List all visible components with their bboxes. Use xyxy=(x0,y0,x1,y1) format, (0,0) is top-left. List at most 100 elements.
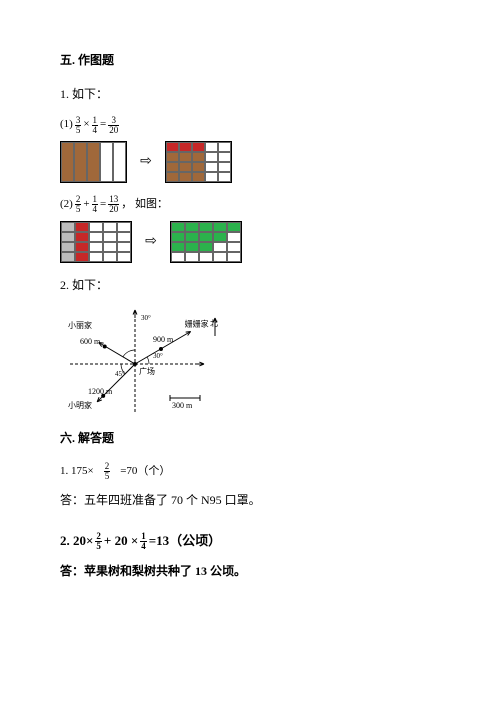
grid-cell xyxy=(113,142,126,182)
grid-cell xyxy=(103,252,117,262)
grid-cell xyxy=(89,242,103,252)
svg-text:45°: 45° xyxy=(115,370,125,378)
section-6-title: 六. 解答题 xyxy=(60,428,440,450)
grid-1b xyxy=(165,141,232,183)
grid-cell xyxy=(117,232,131,242)
grid-cell xyxy=(117,242,131,252)
grid-cell xyxy=(103,222,117,232)
figure-row-1: ⇨ xyxy=(60,141,440,183)
grid-cell xyxy=(179,162,192,172)
grid-cell xyxy=(205,152,218,162)
grid-cell xyxy=(171,242,185,252)
eq2-prefix: (2) xyxy=(60,195,73,215)
s6-p1-equation: 1. 175× 2 5 =70（个） xyxy=(60,462,440,482)
eq1-frac-c: 3 20 xyxy=(108,116,119,135)
s6-p2-equation: 2. 20× 2 5 + 20 × 1 4 =13（公顷） xyxy=(60,529,440,552)
eq1-frac-a: 3 5 xyxy=(75,116,82,135)
grid-cell xyxy=(218,152,231,162)
grid-cell xyxy=(75,252,89,262)
svg-text:900 m: 900 m xyxy=(153,335,174,344)
s6-p2-tail: =13（公顷） xyxy=(149,529,221,552)
grid-cell xyxy=(227,252,241,262)
grid-cell xyxy=(218,142,231,152)
grid-cell xyxy=(89,222,103,232)
svg-text:30°: 30° xyxy=(153,352,163,360)
grid-cell xyxy=(205,162,218,172)
grid-cell xyxy=(87,142,100,182)
grid-cell xyxy=(75,232,89,242)
s6-p2-mid: + 20 × xyxy=(104,529,138,552)
problem-1-label: 1. 如下： xyxy=(60,84,440,106)
grid-cell xyxy=(100,142,113,182)
grid-cell xyxy=(179,172,192,182)
svg-text:600 m: 600 m xyxy=(80,337,101,346)
eq2-op: + xyxy=(83,195,89,215)
grid-cell xyxy=(171,222,185,232)
grid-cell xyxy=(75,222,89,232)
grid-cell xyxy=(205,172,218,182)
grid-cell xyxy=(218,162,231,172)
grid-cell xyxy=(74,142,87,182)
grid-cell xyxy=(103,232,117,242)
grid-cell xyxy=(227,242,241,252)
eq1-eq: = xyxy=(100,115,106,135)
grid-cell xyxy=(117,222,131,232)
grid-cell xyxy=(227,222,241,232)
den: 4 xyxy=(140,542,147,551)
grid-cell xyxy=(89,232,103,242)
problem-2-label: 2. 如下： xyxy=(60,275,440,297)
grid-cell xyxy=(61,142,74,182)
den: 4 xyxy=(92,205,99,214)
section-5-title: 五. 作图题 xyxy=(60,50,440,72)
grid-cell xyxy=(179,152,192,162)
grid-cell xyxy=(192,172,205,182)
eq2-eq: = xyxy=(100,195,106,215)
grid-cell xyxy=(192,152,205,162)
equation-2: (2) 2 5 + 1 4 = 13 20 ， 如图： xyxy=(60,195,440,215)
den: 5 xyxy=(104,472,111,481)
svg-text:30°: 30° xyxy=(141,314,151,322)
s6-p2-answer: 答：苹果树和梨树共种了 13 公顷。 xyxy=(60,561,440,583)
grid-cell xyxy=(192,142,205,152)
grid-cell xyxy=(166,162,179,172)
grid-cell xyxy=(61,232,75,242)
s6-p2-frac2: 1 4 xyxy=(140,532,147,551)
eq1-frac-b: 1 4 xyxy=(92,116,99,135)
svg-text:小丽家: 小丽家 xyxy=(68,320,92,330)
equation-1: (1) 3 5 × 1 4 = 3 20 xyxy=(60,115,440,135)
grid-cell xyxy=(213,242,227,252)
arrow-icon: ⇨ xyxy=(137,153,155,171)
den: 20 xyxy=(108,205,119,214)
s6-p1-frac: 2 5 xyxy=(104,462,111,481)
grid-cell xyxy=(103,242,117,252)
grid-cell xyxy=(199,242,213,252)
eq2-frac-b: 1 4 xyxy=(92,195,99,214)
figure-row-2: ⇨ xyxy=(60,221,440,263)
den: 5 xyxy=(75,126,82,135)
grid-cell xyxy=(213,222,227,232)
grid-cell xyxy=(61,252,75,262)
eq1-prefix: (1) xyxy=(60,115,73,135)
grid-cell xyxy=(171,252,185,262)
grid-cell xyxy=(166,152,179,162)
grid-cell xyxy=(179,142,192,152)
grid-cell xyxy=(205,142,218,152)
grid-cell xyxy=(192,162,205,172)
den: 5 xyxy=(75,205,82,214)
grid-cell xyxy=(166,142,179,152)
grid-2b xyxy=(170,221,242,263)
svg-text:姗姗家: 姗姗家 xyxy=(185,319,209,329)
grid-cell xyxy=(185,232,199,242)
grid-cell xyxy=(227,232,241,242)
s6-p1-answer: 答：五年四班准备了 70 个 N95 口罩。 xyxy=(60,490,440,512)
grid-2a xyxy=(60,221,132,263)
s6-p1-line: 1. 175× xyxy=(60,462,94,482)
grid-cell xyxy=(75,242,89,252)
svg-text:小明家: 小明家 xyxy=(68,400,92,410)
grid-cell xyxy=(61,222,75,232)
s6-p1-tail: =70（个） xyxy=(120,462,170,482)
grid-1a xyxy=(60,141,127,183)
grid-cell xyxy=(117,252,131,262)
arrow-icon: ⇨ xyxy=(142,233,160,251)
grid-cell xyxy=(199,252,213,262)
